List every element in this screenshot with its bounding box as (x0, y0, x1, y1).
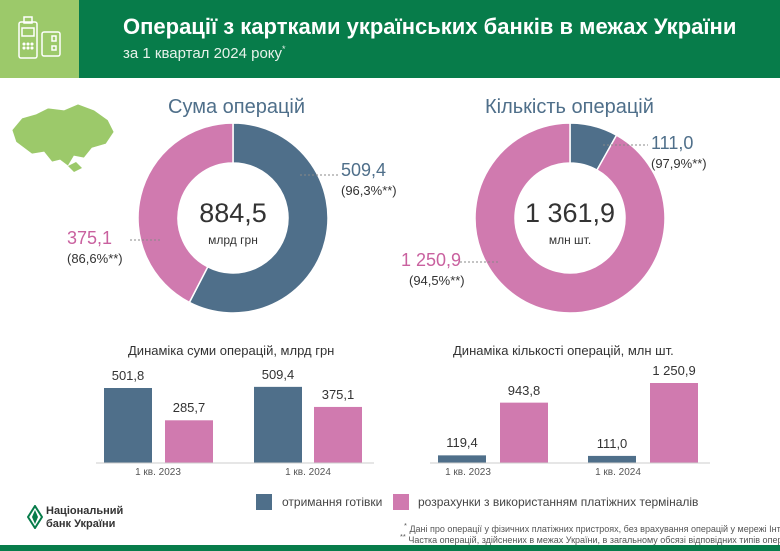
bar (314, 406, 362, 463)
x-tick-label: 1 кв. 2024 (595, 467, 641, 478)
footnote-1: * Дані про операції у фізичних платіжних… (404, 521, 780, 534)
page-title: Операції з картками українських банків в… (123, 14, 737, 39)
chart-title-sum: Сума операцій (168, 96, 306, 118)
footnote-mark: ** (400, 532, 406, 541)
sum-cash-share: (96,3%**) (341, 183, 397, 198)
donut-count-total: 1 361,9 (524, 198, 616, 228)
nbu-logo-text: Національний банк України (46, 505, 123, 531)
logo-line2: банк України (46, 518, 116, 530)
legend-swatch-terminals (393, 494, 409, 510)
bar-value-label: 509,4 (261, 366, 295, 382)
count-cash-value: 111,0 (651, 133, 694, 153)
footer-bar (0, 545, 780, 551)
bar-value-label: 943,8 (507, 382, 541, 398)
nbu-logo-icon (27, 505, 43, 529)
bar-value-label: 501,8 (111, 368, 145, 383)
bar-value-label: 1 250,9 (652, 363, 696, 378)
sum-terminal-value: 375,1 (67, 228, 113, 248)
header-banner (0, 0, 780, 78)
legend-swatch-cash (256, 494, 272, 510)
x-tick-label: 1 кв. 2023 (135, 467, 181, 478)
count-cash-share: (97,9%**) (651, 156, 707, 171)
footnote-2: ** Частка операцій, здійснених в межах У… (400, 532, 780, 545)
subtitle-text: за 1 квартал 2024 року (123, 45, 283, 62)
bar (254, 386, 302, 463)
bar (588, 455, 636, 463)
legend-label-cash: отримання готівки (282, 495, 383, 509)
pos-terminal-card-icon (18, 16, 61, 59)
chart-title-count: Кількість операцій (485, 96, 654, 118)
logo-line1: Національний (46, 505, 124, 517)
sum-terminal-share: (86,6%**) (67, 251, 123, 266)
legend-label-terminals: розрахунки з використанням платіжних тер… (418, 495, 699, 509)
bar (500, 402, 548, 463)
footnote-mark: * (404, 521, 407, 530)
donut-slice (188, 122, 329, 314)
count-terminal-share: (94,5%**) (409, 273, 465, 288)
bar-value-label: 119,4 (446, 435, 478, 451)
x-tick-label: 1 кв. 2024 (285, 467, 331, 478)
page-subtitle: за 1 квартал 2024 року* (123, 44, 286, 62)
bar (165, 420, 213, 463)
donut-sum-total: 884,5 (199, 198, 267, 228)
sum-cash-value: 509,4 (341, 160, 387, 180)
bar-value-label: 375,1 (321, 386, 355, 402)
bar-value-label: 111,0 (596, 435, 628, 451)
header-icon-block (0, 0, 79, 78)
footnote-1-text: Дані про операції у фізичних платіжних п… (409, 524, 780, 534)
footnote-2-text: Частка операцій, здійснених в межах Укра… (408, 535, 780, 545)
bar (438, 455, 486, 463)
bar-chart-title-count: Динаміка кількості операцій, млн шт. (453, 343, 674, 358)
donut-count-unit: млн шт. (548, 233, 592, 247)
footnote-mark: * (282, 44, 286, 54)
bar (650, 383, 698, 463)
donut-slice (474, 122, 666, 314)
count-terminal-value: 1 250,9 (401, 250, 462, 270)
bar-chart-title-sum: Динаміка суми операцій, млрд грн (128, 343, 335, 358)
x-tick-label: 1 кв. 2023 (445, 467, 491, 478)
donut-sum-unit: млрд грн (208, 233, 258, 247)
ukraine-map-icon (11, 103, 115, 172)
bar-value-label: 285,7 (172, 400, 206, 416)
bar (104, 388, 152, 463)
donut-slice (137, 122, 234, 304)
